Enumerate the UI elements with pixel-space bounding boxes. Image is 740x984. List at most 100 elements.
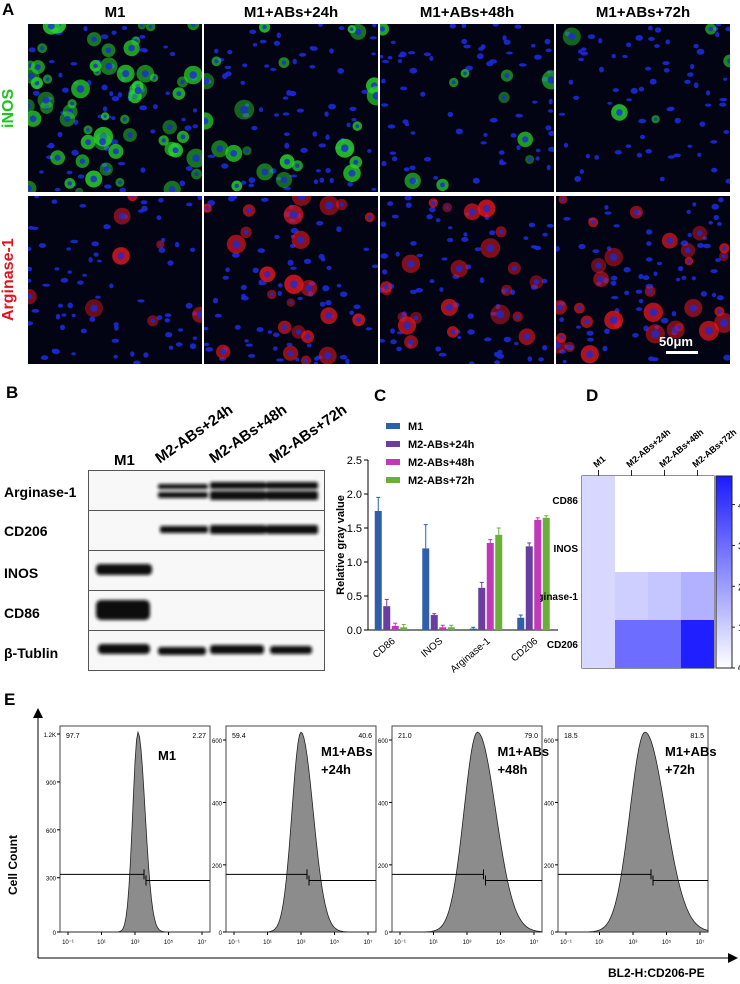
histogram-name: +24h (321, 762, 351, 777)
flow-x-tick-label: 10¹ (595, 940, 604, 946)
heatmap-cell (582, 476, 615, 524)
flow-x-tick-label: 10⁻¹ (560, 940, 572, 946)
flow-x-tick-label: 10³ (463, 940, 472, 946)
heatmap-cell (615, 620, 648, 668)
y-axis-label: Relative gray value (335, 495, 347, 595)
flow-y-tick-label: 400 (212, 801, 223, 807)
heatmap-cell (615, 476, 648, 524)
histogram-name: M1+ABs (498, 744, 550, 759)
gate-left-pct: 97.7 (66, 733, 80, 740)
histogram-name: M1+ABs (321, 744, 373, 759)
wb-row-label: CD86 (4, 605, 40, 621)
flow-xlabel: BL2-H:CD206-PE (608, 966, 705, 980)
legend-label: M2-ABs+48h (408, 457, 475, 469)
western-blot (88, 470, 325, 671)
heatmap: CD86INOSArginase-1CD206M1M2-ABs+24hM2-AB… (540, 427, 740, 670)
inos-micrograph (556, 24, 730, 192)
panel-a-label: A (2, 0, 15, 19)
arginase-micrograph (28, 196, 202, 364)
flow-curve (60, 730, 210, 933)
heatmap-cell (582, 620, 615, 668)
flow-x-tick-label: 10⁵ (164, 939, 174, 946)
flow-x-tick-label: 10⁵ (330, 939, 340, 946)
y-tick-label: 0.0 (347, 625, 362, 637)
flow-x-tick-label: 10⁷ (364, 939, 373, 946)
panel-d-label: D (586, 386, 599, 405)
inos-micrograph (380, 24, 554, 192)
wb-band (210, 645, 264, 654)
flow-curve (558, 731, 709, 933)
y-tick-label: 1.5 (347, 523, 362, 535)
bar (374, 511, 382, 630)
flow-y-tick-label: 600 (544, 739, 555, 745)
heatmap-row-label: INOS (554, 544, 579, 555)
bar (517, 617, 525, 630)
arginase-micrograph (380, 196, 554, 364)
scale-bar (666, 351, 698, 354)
flow-y-arrow (33, 708, 43, 718)
flow-y-tick-label: 200 (212, 864, 223, 870)
wb-lane-label: M1 (114, 452, 135, 469)
flow-x-tick-label: 10³ (131, 940, 140, 946)
bar (495, 534, 503, 630)
legend-swatch (386, 459, 400, 465)
legend-swatch (386, 441, 400, 447)
flow-histogram: 97.7 2.27 M1 1.2K 900 600 300 0 10⁻¹ 10¹ 10³ 10⁵ 10⁷ (44, 725, 211, 946)
wb-band (96, 564, 152, 575)
heatmap-cell (582, 572, 615, 620)
histogram-name: M1+ABs (665, 744, 717, 759)
flow-curve (226, 731, 376, 933)
heatmap-cell (681, 476, 714, 524)
flow-x-tick-label: 10¹ (263, 940, 272, 946)
flow-y-tick-label: 0 (219, 931, 223, 937)
gate-left-pct: 59.4 (232, 733, 246, 740)
heatmap-row-label: CD206 (547, 640, 579, 651)
flow-y-tick-label: 600 (378, 739, 389, 745)
flow-y-tick-label: 600 (212, 739, 223, 745)
y-tick-label: 2.0 (347, 489, 362, 501)
histogram-name: +72h (665, 762, 695, 777)
inos-micrograph (28, 24, 202, 192)
histogram-name: M1 (158, 748, 176, 763)
inos-micrograph (204, 24, 378, 192)
flow-ylabel: Cell Count (6, 835, 20, 895)
histogram-name: +48h (498, 762, 528, 777)
x-tick-label: Arginase-1 (449, 636, 493, 675)
flow-y-tick-label: 0 (53, 931, 57, 937)
flow-y-tick-label: 0 (385, 931, 389, 937)
gate-right-pct: 81.5 (690, 733, 704, 740)
bar (422, 548, 430, 630)
wb-band (210, 525, 266, 534)
flow-cytometry: 97.7 2.27 M1 1.2K 900 600 300 0 10⁻¹ 10¹ 10³ 10⁵ 10⁷… (33, 708, 738, 963)
wb-row-label: β-Tublin (4, 645, 59, 661)
heatmap-cell (681, 572, 714, 620)
bar-chart: 0.0 0.5 1.0 1.5 2.0 2.5 Relative gray value CD8… (335, 421, 558, 675)
wb-band (158, 647, 206, 655)
heatmap-cell (648, 524, 681, 572)
x-tick-label: CD86 (371, 636, 398, 661)
y-tick-label: 0.5 (347, 591, 362, 603)
flow-x-tick-label: 10¹ (97, 940, 106, 946)
legend-swatch (386, 477, 400, 483)
colorbar (715, 475, 733, 669)
flow-histogram: 59.4 40.6 M1+ABs +24h 600 400 200 0 10⁻¹ 10¹ 10³ 10… (212, 725, 377, 946)
wb-band (270, 646, 312, 654)
flow-histogram: 18.5 81.5 M1+ABs +72h 600 400 200 0 10⁻¹ 10¹ 10³ 10… (544, 725, 717, 946)
bar (486, 542, 494, 630)
gate-right-pct: 40.6 (358, 733, 372, 740)
colorbar-tick-label: 2 (738, 582, 740, 593)
flow-x-tick-label: 10⁻¹ (62, 940, 74, 946)
flow-y-tick-label: 400 (544, 801, 555, 807)
arginase-micrograph (204, 196, 378, 364)
legend-label: M2-ABs+72h (408, 475, 475, 487)
flow-histogram: 21.0 79.0 M1+ABs +48h 600 400 200 0 10⁻¹ 10¹ 10³ 10… (378, 725, 550, 946)
flow-x-tick-label: 10⁵ (496, 939, 506, 946)
wb-strip-arginase (88, 470, 325, 511)
flow-x-tick-label: 10³ (629, 940, 638, 946)
flow-x-tick-label: 10¹ (429, 940, 438, 946)
flow-y-tick-label: 200 (544, 864, 555, 870)
bar (391, 625, 399, 630)
flow-y-tick-label: 300 (46, 877, 57, 883)
scale-bar-label: 50μm (659, 334, 693, 349)
colorbar-tick-label: 4 (738, 501, 740, 512)
